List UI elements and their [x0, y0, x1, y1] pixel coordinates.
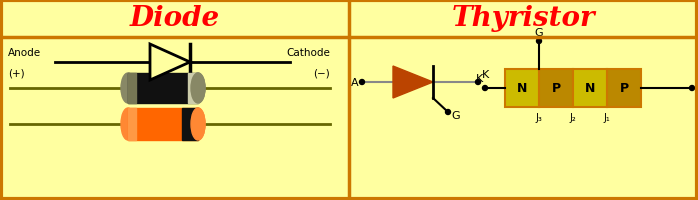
Bar — [128, 108, 198, 140]
Circle shape — [537, 39, 542, 44]
Text: Anode: Anode — [8, 48, 41, 58]
Text: A: A — [695, 84, 698, 94]
Text: P: P — [551, 82, 560, 95]
Circle shape — [482, 86, 487, 91]
Bar — [539, 70, 573, 107]
Ellipse shape — [191, 108, 205, 140]
Ellipse shape — [121, 74, 135, 103]
Bar — [188, 74, 198, 103]
Circle shape — [445, 110, 450, 115]
Ellipse shape — [121, 108, 135, 140]
Text: N: N — [585, 82, 595, 95]
Text: K: K — [482, 70, 489, 80]
Text: Cathode: Cathode — [286, 48, 330, 58]
Bar — [607, 70, 641, 107]
Bar — [573, 70, 607, 107]
Bar — [128, 74, 198, 103]
Polygon shape — [393, 67, 433, 99]
Text: J₃: J₃ — [535, 112, 542, 122]
Bar — [182, 108, 198, 140]
Text: Diode: Diode — [130, 5, 220, 32]
Ellipse shape — [191, 74, 205, 103]
Ellipse shape — [191, 74, 205, 103]
Text: P: P — [619, 82, 629, 95]
Ellipse shape — [191, 108, 205, 140]
Text: G: G — [535, 28, 543, 38]
Bar — [128, 74, 136, 103]
Text: J₁: J₁ — [604, 112, 610, 122]
Text: K: K — [476, 74, 483, 84]
Circle shape — [690, 86, 695, 91]
Text: (−): (−) — [313, 68, 330, 78]
Bar — [128, 108, 136, 140]
Text: Thyristor: Thyristor — [452, 5, 596, 32]
Text: A: A — [351, 78, 359, 88]
Bar — [505, 70, 539, 107]
Text: G: G — [451, 110, 459, 120]
Text: (+): (+) — [8, 68, 24, 78]
Text: N: N — [517, 82, 527, 95]
Text: J₂: J₂ — [570, 112, 577, 122]
Circle shape — [359, 80, 364, 85]
Polygon shape — [150, 45, 190, 81]
Circle shape — [475, 80, 480, 85]
